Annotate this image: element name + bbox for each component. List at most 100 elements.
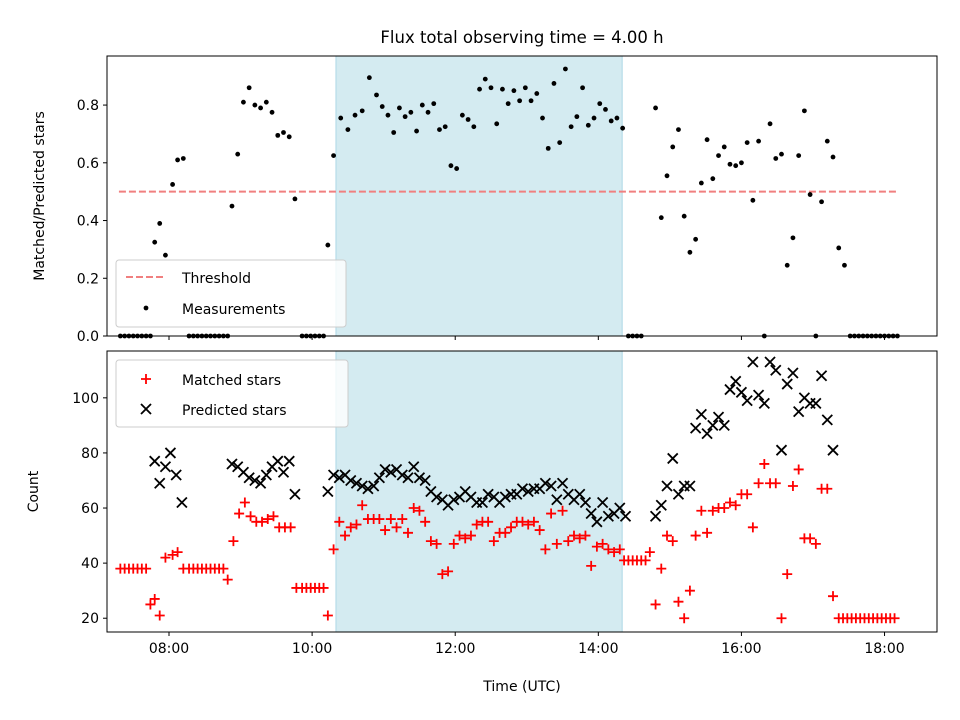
matched-point: [747, 522, 758, 533]
predicted-point: [164, 447, 177, 459]
matched-point: [662, 530, 673, 541]
predicted-point: [667, 452, 679, 465]
legend-measurements-label: Measurements: [182, 302, 285, 318]
measurement-point: [442, 124, 448, 130]
measurement-point: [545, 145, 551, 151]
predicted-point: [579, 496, 592, 509]
matched-point: [523, 519, 534, 530]
measurement-point: [534, 91, 540, 96]
predicted-point: [482, 488, 494, 500]
predicted-point: [707, 419, 719, 432]
predicted-point: [556, 477, 569, 489]
legend-predicted-label: Predicted stars: [182, 403, 287, 419]
matched-point: [546, 508, 557, 519]
measurement-point: [721, 144, 727, 150]
top-legend: Threshold Measurements: [115, 259, 347, 328]
matched-point: [574, 533, 585, 544]
matched-point: [528, 516, 539, 527]
matched-point: [889, 613, 900, 624]
top-y-axis-label: Matched/Predicted stars: [32, 111, 48, 281]
measurement-point: [385, 112, 391, 118]
y-tick-label: 0.0: [77, 329, 99, 345]
predicted-point: [793, 405, 805, 418]
measurement-point: [379, 104, 385, 109]
y-tick-label: 0.6: [77, 156, 99, 172]
matched-point: [730, 500, 741, 511]
matched-point: [822, 483, 833, 494]
bottom-panel: 08:00 10:00 12:00 14:00 16:00 18:00 20 40 60 80 10…: [26, 350, 938, 695]
matched-point: [454, 530, 465, 541]
predicted-point: [758, 397, 770, 409]
matched-point: [707, 505, 718, 516]
matched-point: [805, 533, 816, 544]
bottom-legend-box: [115, 359, 349, 428]
matched-point: [586, 560, 597, 571]
matched-point: [239, 497, 250, 508]
matched-point: [793, 464, 804, 475]
matched-point: [385, 514, 396, 525]
matched-point: [420, 516, 431, 527]
measurement-point: [359, 108, 365, 114]
bottom-legend: Matched stars Predicted stars: [115, 359, 349, 428]
matched-point: [759, 458, 770, 469]
measurement-point: [286, 134, 292, 140]
predicted-point: [730, 375, 742, 387]
matched-point: [690, 530, 701, 541]
measurement-point: [676, 127, 681, 133]
measurement-point: [750, 197, 756, 203]
measurement-point: [733, 163, 739, 169]
measurement-point: [419, 102, 425, 108]
matched-point: [787, 480, 798, 491]
top-panel: 0.0 0.2 0.4 0.6 0.8 Flux total observing tim…: [32, 28, 938, 345]
bottom-ticks: 08:00 10:00 12:00 14:00 16:00 18:00 20 40 60 80 10…: [72, 391, 904, 657]
measurement-point: [664, 173, 670, 179]
matched-point: [500, 527, 511, 538]
measurement-point: [374, 92, 379, 98]
matched-point: [696, 505, 707, 516]
predicted-point: [695, 408, 707, 420]
matched-point: [460, 533, 471, 544]
matched-point: [656, 563, 667, 574]
predicted-point: [775, 444, 788, 456]
measurement-point: [477, 86, 482, 92]
predicted-point: [821, 414, 833, 426]
predicted-point: [672, 488, 685, 500]
matched-point: [334, 516, 345, 527]
measurement-point: [710, 176, 716, 182]
measurement-point: [494, 121, 500, 127]
matched-point: [345, 522, 356, 533]
x-tick-label: 10:00: [292, 641, 332, 657]
measurement-point: [252, 102, 258, 108]
predicted-point: [350, 477, 363, 489]
predicted-point: [272, 455, 284, 467]
matched-point: [591, 541, 602, 552]
matched-point: [154, 610, 165, 621]
y-tick-label: 20: [81, 611, 99, 627]
x-axis-label: Time (UTC): [482, 679, 560, 695]
predicted-point: [396, 469, 408, 481]
measurement-point: [585, 122, 591, 128]
measurement-point: [790, 235, 796, 241]
measurement-point: [454, 166, 460, 171]
y-tick-label: 60: [81, 501, 99, 517]
predicted-point: [591, 516, 603, 528]
measurement-point: [352, 112, 358, 118]
measurement-point: [693, 236, 699, 242]
matched-point: [719, 503, 730, 514]
matched-point: [828, 591, 839, 602]
measurement-point: [246, 85, 252, 91]
predicted-point: [747, 356, 759, 368]
legend-matched-swatch: [141, 374, 151, 384]
predicted-point: [448, 494, 460, 506]
predicted-point: [345, 474, 357, 487]
predicted-point: [368, 480, 380, 492]
matched-point: [234, 508, 245, 519]
legend-threshold-label: Threshold: [181, 271, 251, 287]
matched-point: [650, 599, 661, 610]
measurement-point: [281, 130, 286, 135]
measurement-point: [603, 107, 608, 112]
measurement-point: [704, 137, 710, 143]
matched-point: [318, 582, 329, 593]
predicted-point: [781, 378, 793, 390]
